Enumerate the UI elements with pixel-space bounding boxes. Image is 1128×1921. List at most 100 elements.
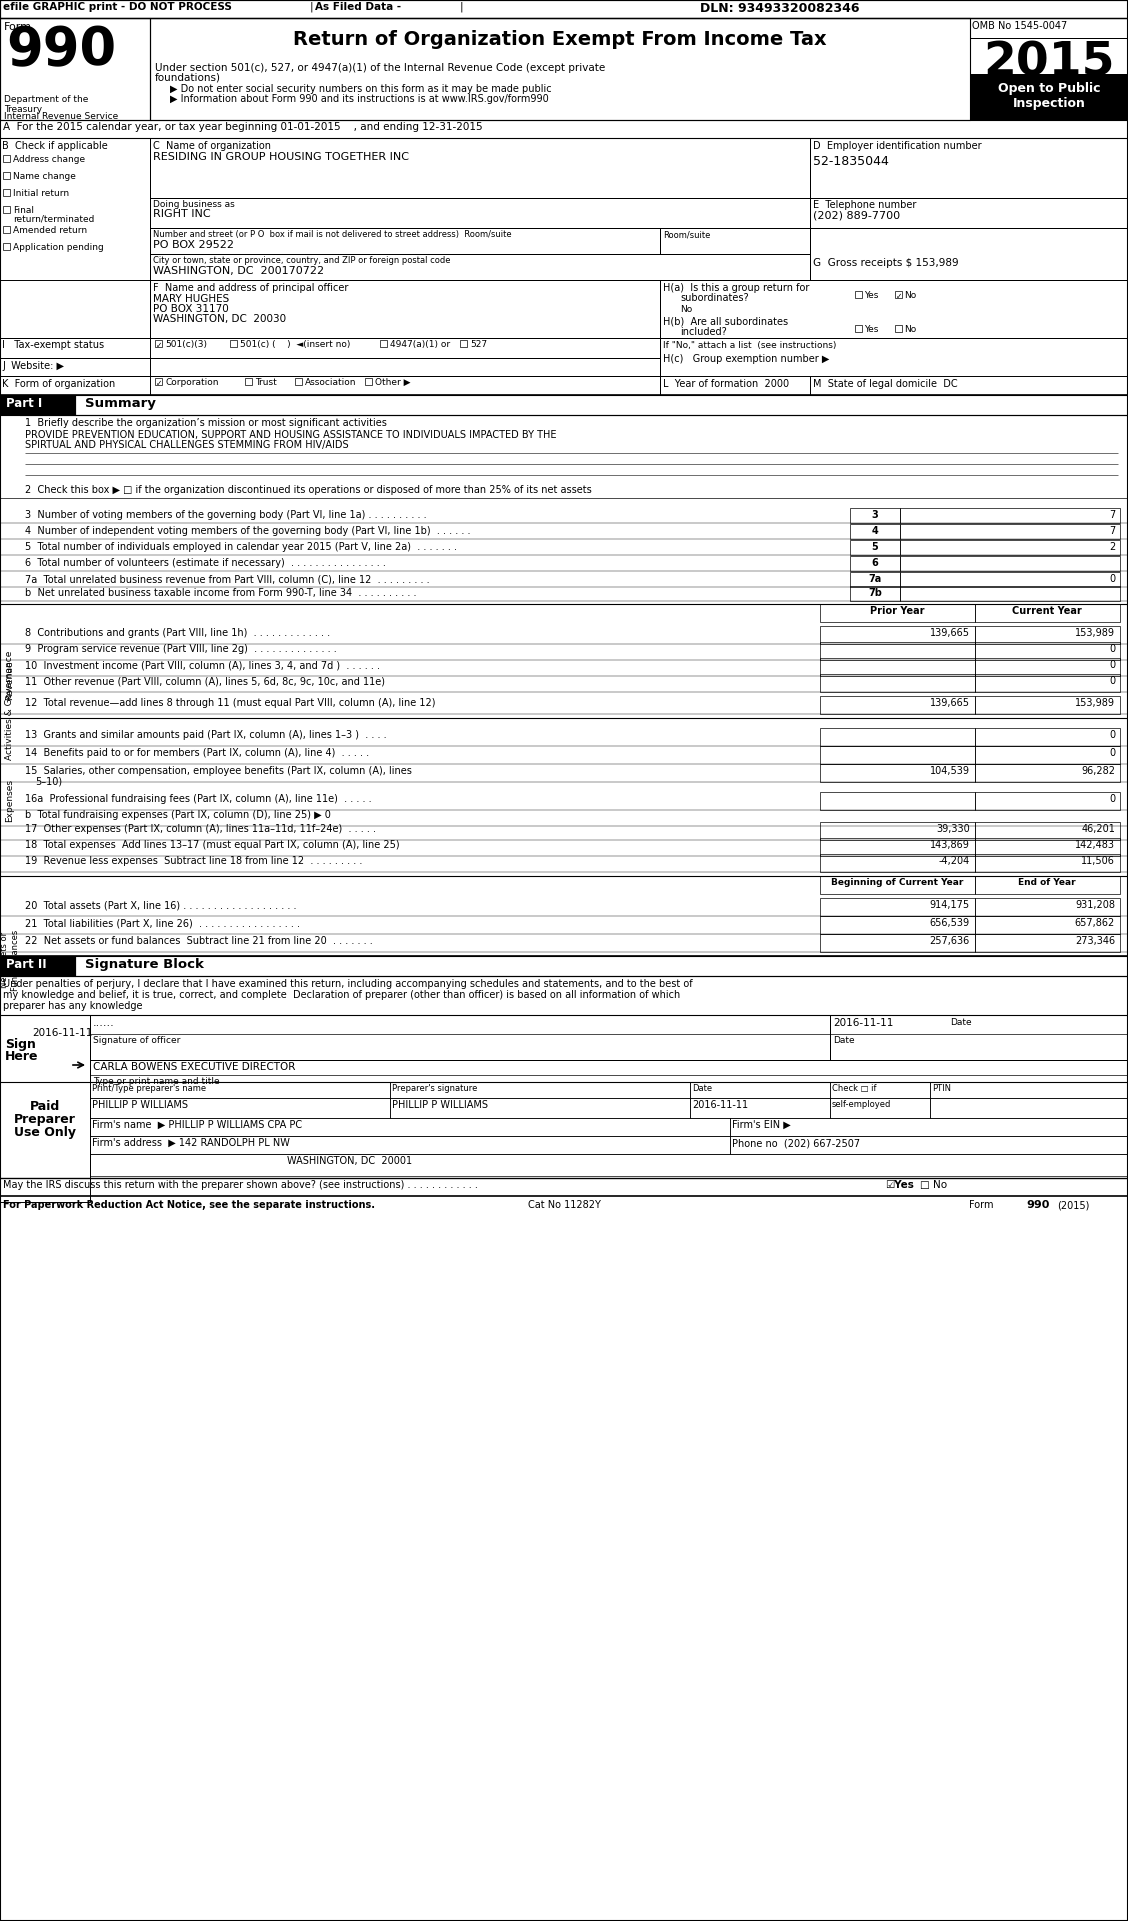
Bar bbox=[90, 1155, 1128, 1176]
Text: Date: Date bbox=[832, 1035, 855, 1045]
Text: Yes: Yes bbox=[864, 290, 879, 300]
Text: Expenses: Expenses bbox=[6, 778, 15, 822]
Bar bbox=[975, 695, 1120, 715]
Text: 15  Salaries, other compensation, employee benefits (Part IX, column (A), lines: 15 Salaries, other compensation, employe… bbox=[25, 766, 412, 776]
Text: 5–10): 5–10) bbox=[35, 776, 62, 788]
Text: Corporation: Corporation bbox=[165, 378, 219, 386]
Text: 17  Other expenses (Part IX, column (A), lines 11a–11d, 11f–24e)  . . . . .: 17 Other expenses (Part IX, column (A), … bbox=[25, 824, 376, 834]
Text: PO BOX 29522: PO BOX 29522 bbox=[153, 240, 233, 250]
Text: ......: ...... bbox=[92, 1018, 115, 1028]
Bar bbox=[3, 206, 10, 213]
Text: WASHINGTON, DC  20030: WASHINGTON, DC 20030 bbox=[153, 313, 287, 325]
Text: 153,989: 153,989 bbox=[1075, 697, 1114, 709]
Text: Beginning of Current Year: Beginning of Current Year bbox=[831, 878, 963, 888]
Text: 990: 990 bbox=[1026, 1201, 1050, 1210]
Bar bbox=[380, 340, 387, 348]
Text: Cat No 11282Y: Cat No 11282Y bbox=[528, 1201, 600, 1210]
Text: Firm's EIN ▶: Firm's EIN ▶ bbox=[732, 1120, 791, 1130]
Text: Association: Association bbox=[305, 378, 356, 386]
Text: Revenue: Revenue bbox=[6, 661, 15, 699]
Text: 13  Grants and similar amounts paid (Part IX, column (A), lines 1–3 )  . . . .: 13 Grants and similar amounts paid (Part… bbox=[25, 730, 387, 740]
Text: b  Total fundraising expenses (Part IX, column (D), line 25) ▶ 0: b Total fundraising expenses (Part IX, c… bbox=[25, 811, 331, 820]
Text: 2016-11-11: 2016-11-11 bbox=[691, 1101, 748, 1110]
Text: DLN: 93493320082346: DLN: 93493320082346 bbox=[700, 2, 860, 15]
Bar bbox=[851, 507, 900, 523]
Text: Here: Here bbox=[5, 1051, 38, 1062]
Text: As Filed Data -: As Filed Data - bbox=[315, 2, 402, 12]
Bar bbox=[820, 745, 975, 765]
Text: Signature of officer: Signature of officer bbox=[92, 1035, 180, 1045]
Text: Activities & Governance: Activities & Governance bbox=[6, 651, 15, 759]
Bar bbox=[3, 173, 10, 179]
Text: Internal Revenue Service: Internal Revenue Service bbox=[5, 111, 118, 121]
Bar bbox=[820, 791, 975, 811]
Bar bbox=[820, 674, 975, 692]
Bar bbox=[895, 290, 902, 298]
Bar bbox=[900, 555, 1120, 571]
Text: OMB No 1545-0047: OMB No 1545-0047 bbox=[972, 21, 1067, 31]
Bar bbox=[895, 325, 902, 332]
Text: Room/suite: Room/suite bbox=[663, 231, 711, 238]
Text: Yes: Yes bbox=[864, 325, 879, 334]
Text: Summary: Summary bbox=[85, 398, 156, 409]
Text: PROVIDE PREVENTION EDUCATION, SUPPORT AND HOUSING ASSISTANCE TO INDIVIDUALS IMPA: PROVIDE PREVENTION EDUCATION, SUPPORT AN… bbox=[25, 430, 556, 440]
Text: F  Name and address of principal officer: F Name and address of principal officer bbox=[153, 282, 349, 294]
Text: Department of the
Treasury: Department of the Treasury bbox=[5, 94, 88, 115]
Bar bbox=[3, 188, 10, 196]
Text: WASHINGTON, DC  200170722: WASHINGTON, DC 200170722 bbox=[153, 265, 324, 277]
Bar bbox=[975, 642, 1120, 661]
Text: 11,506: 11,506 bbox=[1081, 857, 1114, 866]
Text: May the IRS discuss this return with the preparer shown above? (see instructions: May the IRS discuss this return with the… bbox=[3, 1179, 478, 1189]
Text: RESIDING IN GROUP HOUSING TOGETHER INC: RESIDING IN GROUP HOUSING TOGETHER INC bbox=[153, 152, 409, 161]
Text: 0: 0 bbox=[1109, 747, 1114, 759]
Text: End of Year: End of Year bbox=[1019, 878, 1076, 888]
Text: 501(c)(3): 501(c)(3) bbox=[165, 340, 208, 350]
Text: Under section 501(c), 527, or 4947(a)(1) of the Internal Revenue Code (except pr: Under section 501(c), 527, or 4947(a)(1)… bbox=[155, 63, 606, 73]
Bar bbox=[975, 659, 1120, 676]
Bar bbox=[820, 838, 975, 857]
Text: 153,989: 153,989 bbox=[1075, 628, 1114, 638]
Text: 0: 0 bbox=[1109, 793, 1114, 805]
Text: 2: 2 bbox=[1109, 542, 1114, 551]
Text: Check □ if: Check □ if bbox=[832, 1083, 876, 1093]
Text: B  Check if applicable: B Check if applicable bbox=[2, 140, 108, 152]
Text: Sign: Sign bbox=[5, 1037, 36, 1051]
Text: 257,636: 257,636 bbox=[929, 936, 970, 945]
Text: D  Employer identification number: D Employer identification number bbox=[813, 140, 981, 152]
Bar bbox=[460, 340, 467, 348]
Bar bbox=[150, 17, 970, 119]
Text: Use Only: Use Only bbox=[14, 1126, 76, 1139]
Text: If "No," attach a list  (see instructions): If "No," attach a list (see instructions… bbox=[663, 342, 836, 350]
Bar bbox=[830, 1014, 1128, 1060]
Bar bbox=[851, 586, 900, 601]
Bar bbox=[74, 396, 1128, 415]
Text: For Paperwork Reduction Act Notice, see the separate instructions.: For Paperwork Reduction Act Notice, see … bbox=[3, 1201, 374, 1210]
Text: PHILLIP P WILLIAMS: PHILLIP P WILLIAMS bbox=[393, 1101, 488, 1110]
Text: 139,665: 139,665 bbox=[929, 628, 970, 638]
Bar bbox=[810, 138, 1128, 198]
Text: -4,204: -4,204 bbox=[938, 857, 970, 866]
Text: 20  Total assets (Part X, line 16) . . . . . . . . . . . . . . . . . . .: 20 Total assets (Part X, line 16) . . . … bbox=[25, 901, 297, 911]
Bar bbox=[150, 138, 810, 198]
Bar bbox=[74, 957, 1128, 976]
Text: 931,208: 931,208 bbox=[1075, 901, 1114, 911]
Text: City or town, state or province, country, and ZIP or foreign postal code: City or town, state or province, country… bbox=[153, 255, 450, 265]
Bar bbox=[0, 377, 660, 396]
Bar bbox=[975, 603, 1120, 622]
Text: included?: included? bbox=[680, 327, 726, 336]
Text: |: | bbox=[460, 2, 464, 13]
Text: K  Form of organization: K Form of organization bbox=[2, 378, 115, 388]
Text: Form: Form bbox=[5, 21, 32, 33]
Text: Preparer's signature: Preparer's signature bbox=[393, 1083, 477, 1093]
Text: 1  Briefly describe the organization’s mission or most significant activities: 1 Briefly describe the organization’s mi… bbox=[25, 419, 387, 428]
Bar bbox=[929, 1082, 1128, 1099]
Text: 2  Check this box ▶ □ if the organization discontinued its operations or dispose: 2 Check this box ▶ □ if the organization… bbox=[25, 484, 592, 496]
Text: 657,862: 657,862 bbox=[1075, 918, 1114, 928]
Bar bbox=[975, 897, 1120, 916]
Text: 11  Other revenue (Part VIII, column (A), lines 5, 6d, 8c, 9c, 10c, and 11e): 11 Other revenue (Part VIII, column (A),… bbox=[25, 676, 385, 686]
Text: Type or print name and title: Type or print name and title bbox=[92, 1078, 220, 1085]
Text: Under penalties of perjury, I declare that I have examined this return, includin: Under penalties of perjury, I declare th… bbox=[3, 980, 693, 989]
Bar bbox=[820, 897, 975, 916]
Bar bbox=[0, 357, 660, 377]
Text: 21  Total liabilities (Part X, line 26)  . . . . . . . . . . . . . . . . .: 21 Total liabilities (Part X, line 26) .… bbox=[25, 918, 300, 928]
